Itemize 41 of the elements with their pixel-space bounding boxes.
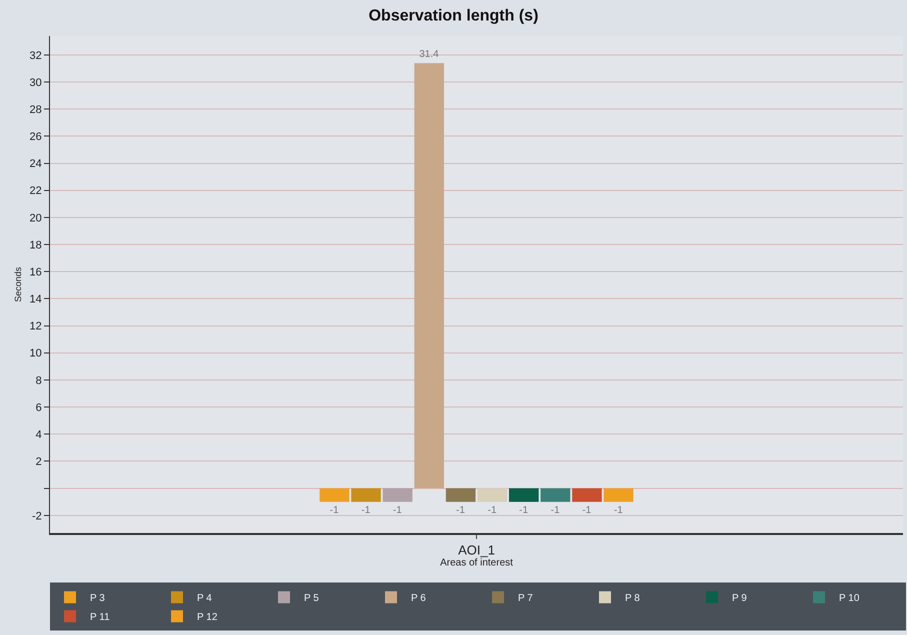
x-tick-label: AOI_1 xyxy=(458,542,495,558)
legend-label: P 6 xyxy=(411,593,426,604)
y-tick-label: 6 xyxy=(36,402,42,414)
y-tick-label: 26 xyxy=(30,131,42,144)
data-label: -1 xyxy=(456,504,466,516)
data-label: -1 xyxy=(361,504,371,516)
y-tick-label: 20 xyxy=(30,212,42,224)
y-axis-title: Seconds xyxy=(12,266,23,302)
data-label: -1 xyxy=(519,504,529,516)
data-label: -1 xyxy=(614,504,624,516)
chart-title: Observation length (s) xyxy=(368,8,538,25)
legend-label: P 4 xyxy=(197,593,212,604)
y-tick-label: 32 xyxy=(30,50,42,62)
data-label: -1 xyxy=(488,504,497,516)
y-tick-label: 8 xyxy=(36,374,42,387)
data-label: -1 xyxy=(582,504,592,516)
legend-label: P 7 xyxy=(518,593,534,604)
y-tick-label: 14 xyxy=(30,294,42,306)
data-label: -1 xyxy=(330,504,340,516)
data-label: -1 xyxy=(392,504,402,516)
y-tick-label: 10 xyxy=(30,348,42,360)
legend-label: P 3 xyxy=(90,593,106,604)
legend-label: P 12 xyxy=(197,612,218,624)
legend-label: P 8 xyxy=(625,593,640,604)
y-tick-label: 12 xyxy=(30,320,42,333)
legend-label: P 10 xyxy=(839,593,860,604)
y-tick-label: -2 xyxy=(32,510,42,522)
y-tick-label: 28 xyxy=(30,104,42,116)
data-label: 31.4 xyxy=(419,49,440,60)
data-label: -1 xyxy=(550,504,560,516)
y-tick-label: 24 xyxy=(30,158,42,170)
y-tick-label: 30 xyxy=(30,76,42,89)
y-tick-label: 22 xyxy=(30,185,42,198)
legend-label: P 11 xyxy=(90,612,110,624)
y-tick-label: 4 xyxy=(36,428,42,441)
y-tick-label: 2 xyxy=(36,456,42,468)
y-tick-label: 18 xyxy=(30,239,42,252)
x-axis-title: Areas of interest xyxy=(440,558,514,569)
y-tick-label: 16 xyxy=(30,266,42,278)
legend-label: P 9 xyxy=(732,593,748,604)
legend-label: P 5 xyxy=(304,593,320,604)
